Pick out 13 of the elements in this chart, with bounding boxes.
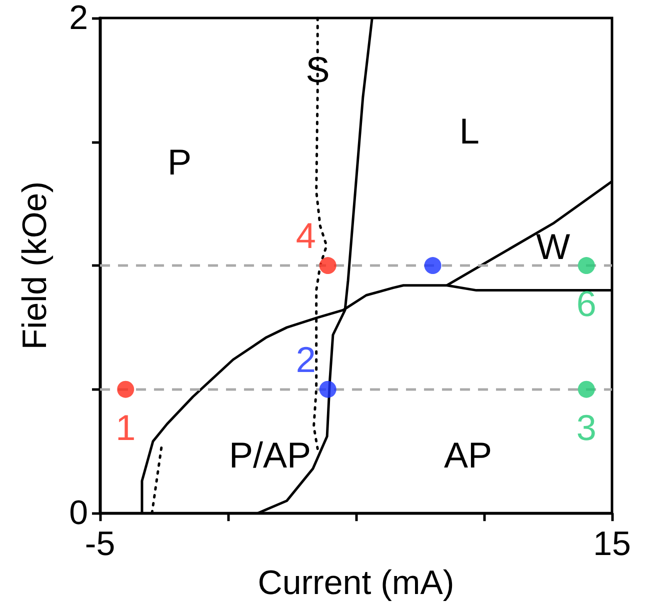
annotation: 3 xyxy=(576,406,596,448)
annotation: 1 xyxy=(116,406,136,448)
annotation: 2 xyxy=(296,338,316,380)
annotation: W xyxy=(536,226,570,268)
annotation: P/AP xyxy=(228,434,312,476)
x-tick-label: 15 xyxy=(593,525,631,564)
annotation: AP xyxy=(444,434,492,476)
y-axis-title: Field (kOe) xyxy=(16,181,54,350)
x-axis-title: Current (mA) xyxy=(258,564,454,602)
annotation: 4 xyxy=(296,215,316,256)
annotation: P xyxy=(168,141,192,182)
annotation: 6 xyxy=(576,283,596,324)
annotation: L xyxy=(459,110,480,152)
